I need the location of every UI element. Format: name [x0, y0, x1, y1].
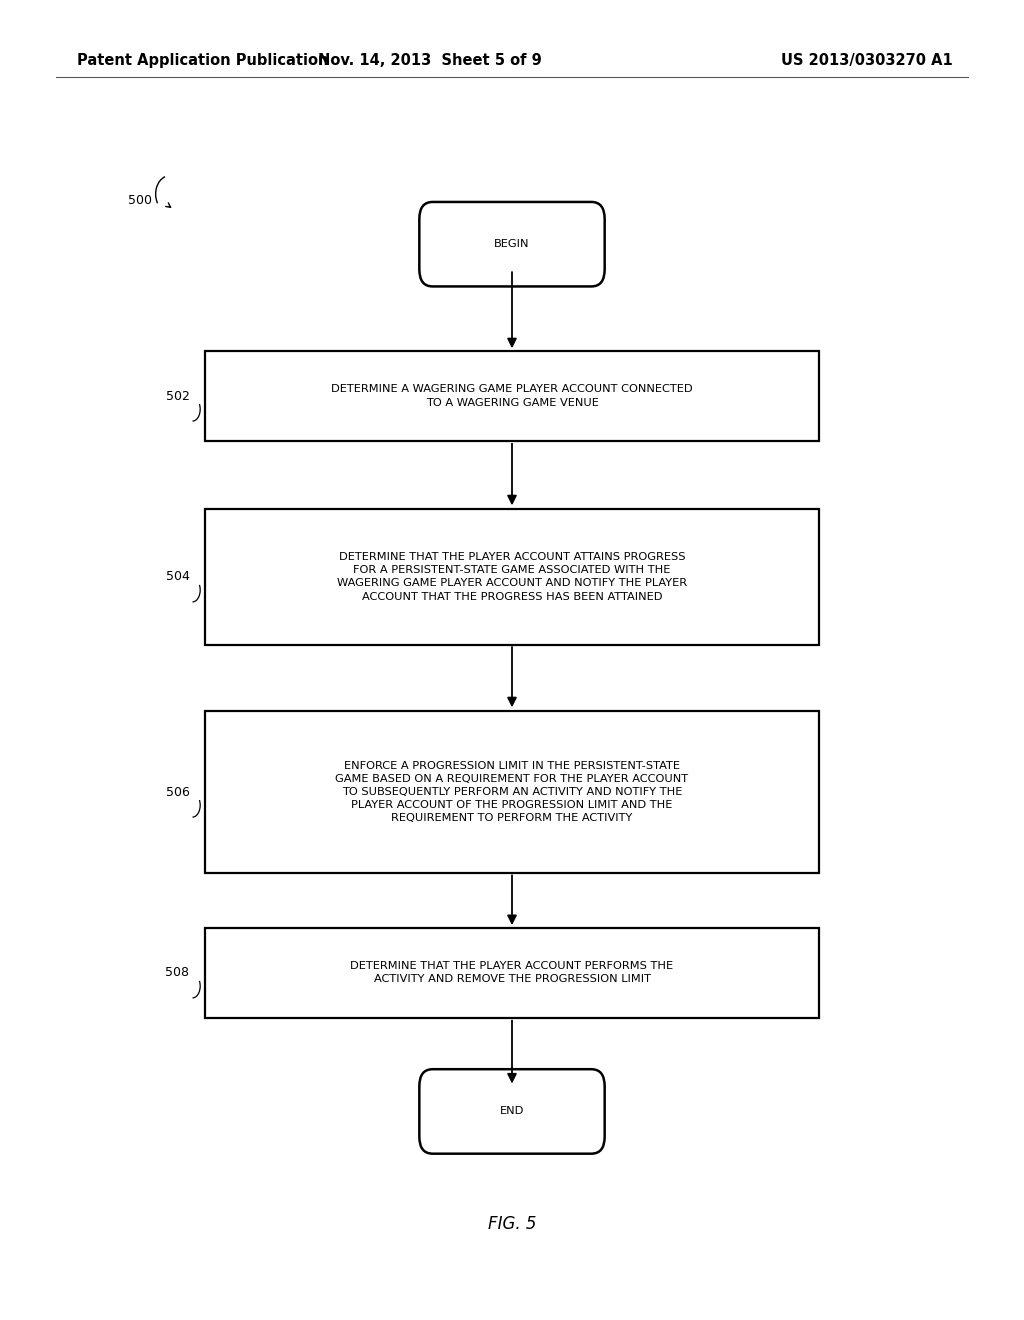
Text: BEGIN: BEGIN: [495, 239, 529, 249]
Text: ENFORCE A PROGRESSION LIMIT IN THE PERSISTENT-STATE
GAME BASED ON A REQUIREMENT : ENFORCE A PROGRESSION LIMIT IN THE PERSI…: [336, 760, 688, 824]
FancyBboxPatch shape: [420, 1069, 604, 1154]
Bar: [205, 351, 819, 441]
Text: Patent Application Publication: Patent Application Publication: [77, 53, 329, 69]
FancyBboxPatch shape: [420, 202, 604, 286]
Text: DETERMINE THAT THE PLAYER ACCOUNT ATTAINS PROGRESS
FOR A PERSISTENT-STATE GAME A: DETERMINE THAT THE PLAYER ACCOUNT ATTAIN…: [337, 552, 687, 602]
Text: Nov. 14, 2013  Sheet 5 of 9: Nov. 14, 2013 Sheet 5 of 9: [318, 53, 542, 69]
Text: US 2013/0303270 A1: US 2013/0303270 A1: [780, 53, 952, 69]
Text: 502: 502: [166, 389, 189, 403]
Text: DETERMINE A WAGERING GAME PLAYER ACCOUNT CONNECTED
TO A WAGERING GAME VENUE: DETERMINE A WAGERING GAME PLAYER ACCOUNT…: [331, 384, 693, 408]
Text: 506: 506: [166, 785, 189, 799]
Bar: [205, 928, 819, 1018]
Text: DETERMINE THAT THE PLAYER ACCOUNT PERFORMS THE
ACTIVITY AND REMOVE THE PROGRESSI: DETERMINE THAT THE PLAYER ACCOUNT PERFOR…: [350, 961, 674, 985]
Text: FIG. 5: FIG. 5: [487, 1214, 537, 1233]
Bar: [205, 711, 819, 873]
Text: 508: 508: [166, 966, 189, 979]
Text: 504: 504: [166, 570, 189, 583]
Text: END: END: [500, 1106, 524, 1117]
Text: 500: 500: [128, 194, 152, 207]
Bar: [205, 510, 819, 645]
